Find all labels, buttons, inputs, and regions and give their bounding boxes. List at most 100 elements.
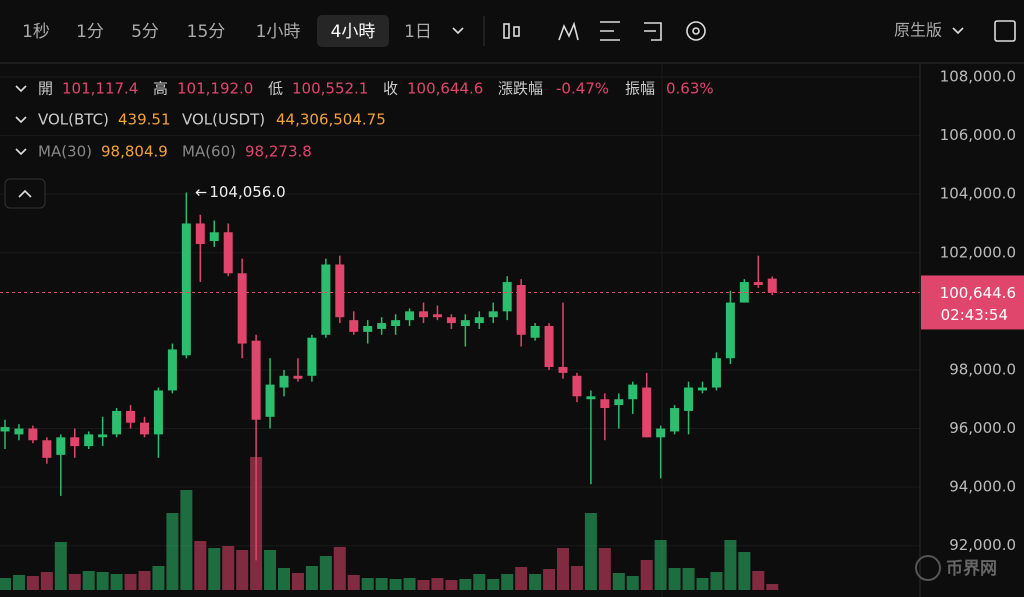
volume-bar: [40, 572, 53, 590]
candle-body: [586, 396, 596, 400]
legend-value: 98,804.9: [101, 143, 168, 161]
candle-body: [363, 325, 373, 332]
candle-body: [14, 428, 24, 435]
volume-bar: [194, 541, 207, 590]
legend-value: 44,306,504.75: [276, 111, 386, 129]
candle-body: [544, 325, 554, 368]
interval-active-bg: [317, 15, 389, 47]
indicator-icon[interactable]: [558, 21, 579, 41]
volume-bar: [459, 579, 472, 590]
mode-label[interactable]: 原生版: [894, 21, 942, 40]
volume-bar: [626, 576, 639, 590]
interval-button[interactable]: 1秒: [22, 22, 50, 42]
fullscreen-icon[interactable]: [994, 20, 1016, 42]
draw-icon[interactable]: [600, 21, 620, 41]
volume-bar: [333, 547, 346, 590]
interval-button[interactable]: 4小時: [331, 22, 376, 42]
volume-bar: [431, 578, 444, 590]
interval-dropdown[interactable]: [452, 27, 464, 35]
volume-bar: [361, 578, 374, 590]
legend-label: VOL(USDT): [182, 111, 265, 129]
volume-bar: [110, 574, 123, 590]
volume-bar: [640, 560, 653, 590]
volume-bar: [152, 566, 165, 590]
volume-bar: [487, 579, 500, 590]
volume-bar: [180, 490, 193, 590]
price-box: [921, 275, 1024, 330]
candle-body: [140, 422, 149, 435]
legend-value: 101,117.4: [62, 80, 138, 98]
y-tick-label: 96,000.0: [949, 419, 1016, 437]
volume-bar: [445, 580, 458, 590]
candle-body: [209, 232, 219, 242]
mode-dropdown[interactable]: [952, 27, 964, 35]
candle-body: [349, 320, 359, 332]
volume-bar: [12, 575, 25, 590]
price-label: 100,644.6: [940, 284, 1016, 302]
legend-label: 收: [383, 80, 398, 98]
y-tick-label: 104,000.0: [940, 185, 1016, 203]
volume-bar: [682, 568, 695, 590]
candle-body: [502, 282, 512, 312]
candle-body: [265, 384, 275, 417]
interval-button[interactable]: 5分: [131, 22, 159, 42]
high-label: 104,056.0: [209, 183, 285, 201]
volume-bar: [738, 552, 751, 590]
candle-body: [391, 320, 401, 326]
candle-body: [725, 302, 735, 359]
collapse-button[interactable]: [4, 178, 46, 209]
candle-body: [167, 349, 177, 391]
candle-body: [698, 387, 707, 391]
candle-body: [558, 367, 568, 373]
watermark-logo: [915, 555, 941, 581]
candle-body: [84, 434, 94, 447]
candle-body: [153, 390, 163, 435]
candle-body: [28, 428, 38, 441]
candle-body: [419, 311, 428, 318]
candle-body: [572, 375, 582, 397]
candle-body: [684, 387, 694, 411]
interval-button[interactable]: 1分: [76, 22, 104, 42]
settings-icon[interactable]: [686, 21, 706, 41]
legend-label: 開: [38, 80, 53, 98]
candle-body: [98, 434, 108, 438]
candle-body: [405, 311, 415, 321]
volume-bar: [375, 578, 388, 590]
legend-label: 低: [268, 80, 283, 98]
candle-body: [321, 264, 331, 335]
candle-icon[interactable]: [503, 23, 520, 39]
volume-bar: [501, 574, 514, 590]
candle-body: [307, 337, 317, 376]
watermark: 币界网: [946, 559, 997, 579]
interval-button[interactable]: 1小時: [256, 22, 301, 42]
volume-bar: [264, 550, 277, 590]
candle-body: [237, 273, 247, 344]
countdown: 02:43:54: [941, 306, 1008, 324]
volume-bar: [766, 583, 779, 590]
volume-bar: [26, 576, 39, 590]
candle-body: [516, 284, 526, 335]
volume-bar: [208, 548, 221, 590]
interval-button[interactable]: 1日: [404, 22, 432, 42]
y-tick-label: 98,000.0: [949, 360, 1016, 378]
legend-label: 高: [153, 80, 168, 98]
candle-body: [474, 317, 484, 324]
legend-value: 0.63%: [666, 80, 714, 98]
legend-value: 101,192.0: [177, 80, 253, 98]
interval-button[interactable]: 15分: [187, 22, 226, 42]
candle-body: [70, 437, 80, 447]
legend-toggles[interactable]: [15, 85, 27, 156]
legend-value: 98,273.8: [245, 143, 312, 161]
candle-body: [432, 314, 442, 318]
legend-value: 100,644.6: [407, 80, 483, 98]
candle-body: [628, 384, 638, 400]
volume-bar: [124, 574, 137, 590]
volume-bar: [752, 571, 765, 590]
candle-body: [279, 375, 289, 388]
volume-bar: [347, 575, 360, 590]
template-icon[interactable]: [644, 22, 662, 41]
volume-bar: [529, 574, 542, 590]
candle-body: [56, 437, 66, 455]
settings-icon-core: [692, 27, 700, 35]
